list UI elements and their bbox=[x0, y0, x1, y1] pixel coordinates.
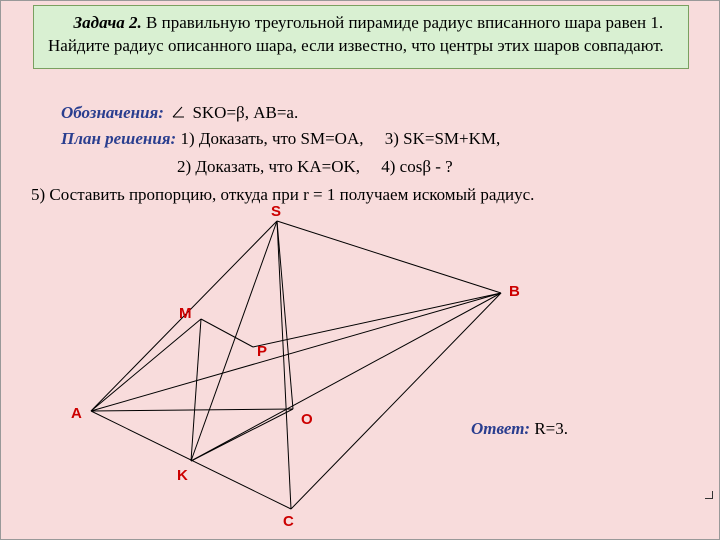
point-label-B: B bbox=[509, 283, 520, 300]
answer-value: R=3. bbox=[534, 419, 568, 438]
point-label-M: M bbox=[179, 305, 192, 322]
plan-step-5: 5) Составить пропорцию, откуда при r = 1… bbox=[31, 185, 534, 204]
point-label-O: O bbox=[301, 411, 313, 428]
angle-icon bbox=[172, 105, 186, 119]
plan-line-5: 5) Составить пропорцию, откуда при r = 1… bbox=[31, 185, 534, 205]
point-label-S: S bbox=[271, 203, 281, 220]
pyramid-diagram: SABCKOMP bbox=[61, 211, 541, 531]
problem-text: Задача 2. В правильную треугольной пирам… bbox=[48, 13, 664, 55]
diagram-svg bbox=[61, 211, 541, 531]
point-label-A: A bbox=[71, 405, 82, 422]
problem-box: Задача 2. В правильную треугольной пирам… bbox=[33, 5, 689, 69]
answer-line: Ответ: R=3. bbox=[471, 419, 568, 439]
corner-icon bbox=[705, 491, 713, 499]
plan-step-3: 3) SK=SM+KM, bbox=[385, 129, 501, 148]
plan-step-1: 1) Доказать, что SM=OA, bbox=[180, 129, 363, 148]
plan-step-2: 2) Доказать, что KA=OK, bbox=[177, 157, 360, 176]
notation-line: Обозначения: SKO=β, AB=a. bbox=[61, 103, 298, 123]
plan-line-1: План решения: 1) Доказать, что SM=OA, 3)… bbox=[61, 129, 500, 149]
point-label-P: P bbox=[257, 343, 267, 360]
point-label-K: K bbox=[177, 467, 188, 484]
answer-label: Ответ: bbox=[471, 419, 530, 438]
plan-line-2: 2) Доказать, что KA=OK, 4) cosβ - ? bbox=[177, 157, 453, 177]
plan-step-4: 4) cosβ - ? bbox=[381, 157, 452, 176]
slide: Задача 2. В правильную треугольной пирам… bbox=[0, 0, 720, 540]
point-label-C: C bbox=[283, 513, 294, 530]
notation-text: SKO=β, AB=a. bbox=[192, 103, 298, 122]
problem-title: Задача 2. bbox=[74, 13, 142, 32]
plan-label: План решения: bbox=[61, 129, 176, 148]
notation-label: Обозначения: bbox=[61, 103, 164, 122]
